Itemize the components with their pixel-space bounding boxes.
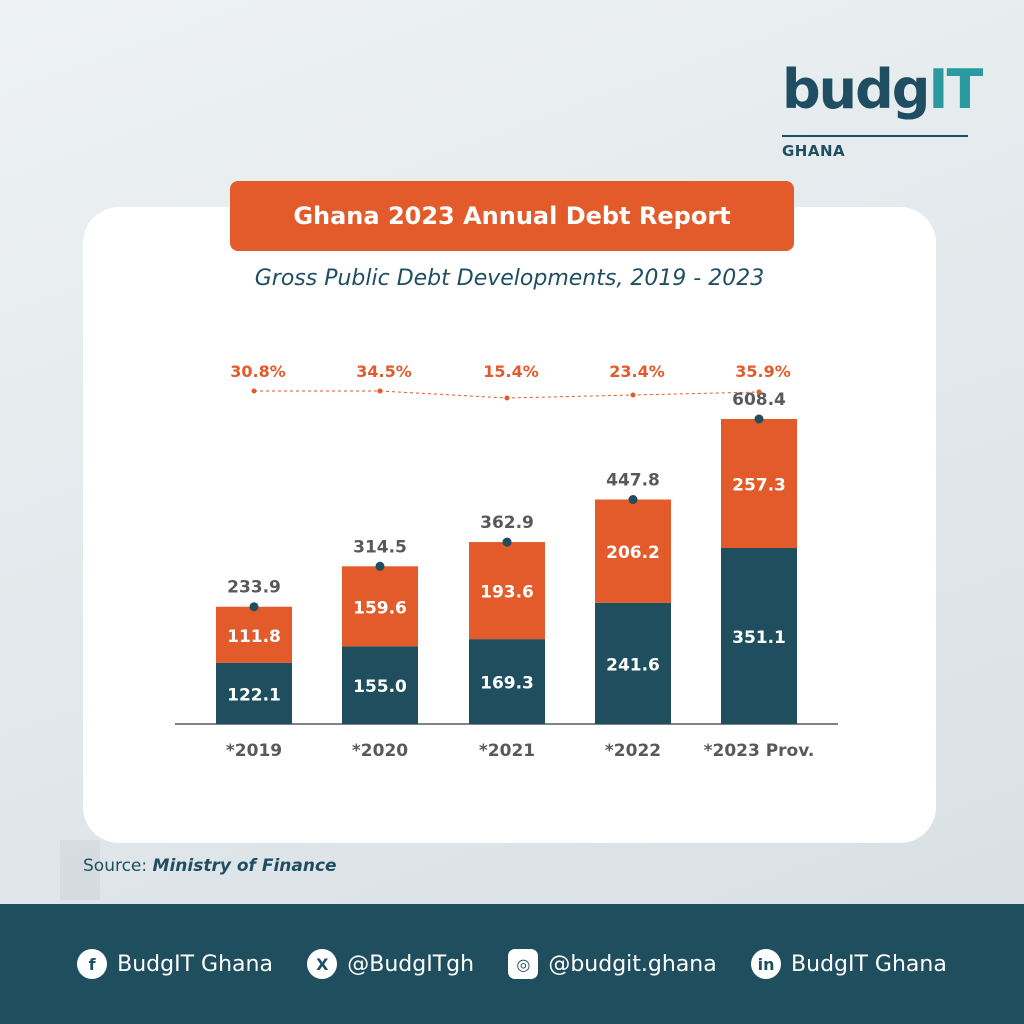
bottom-value-label: 122.1 [227,685,281,705]
background-decoration [0,820,1024,910]
x-icon: X [307,949,338,979]
bar-segment-top [595,499,671,603]
linkedin-icon: in [751,949,782,979]
top-value-label: 159.6 [353,598,407,618]
x-tick-label: *2022 [605,741,661,761]
x-tick-label: *2023 Prov. [704,741,815,761]
total-marker [628,495,638,505]
bar-segment-top [721,419,797,548]
instagram-icon: ◎ [508,949,539,979]
total-label: 362.9 [480,513,534,533]
x-tick-label: *2020 [352,741,408,761]
social-handle: @budgit.ghana [548,951,717,977]
growth-marker [630,392,636,398]
total-label: 608.4 [732,390,786,410]
social-handle: BudgIT Ghana [117,951,273,977]
logo-rule [782,135,968,137]
logo-wordmark: budgIT [782,58,983,121]
growth-rate-label: 30.8% [230,362,286,381]
total-label: 233.9 [227,578,281,598]
growth-rate-label: 23.4% [609,362,665,381]
bar-segment-top [216,606,292,663]
social-link[interactable]: ◎ @budgit.ghana [508,949,717,979]
bar-segment-bottom [216,662,292,724]
top-value-label: 111.8 [227,627,281,647]
logo-country: GHANA [782,142,846,160]
x-tick-label: *2019 [226,741,282,761]
bar-segment-top [469,542,545,640]
growth-marker [377,388,383,394]
report-title-banner: Ghana 2023 Annual Debt Report [230,181,794,251]
bar-segment-bottom [342,646,418,724]
growth-marker [756,389,762,395]
bottom-value-label: 351.1 [732,628,786,648]
growth-marker [504,395,510,401]
social-handle: @BudgITgh [347,951,475,977]
x-tick-label: *2021 [479,741,535,761]
social-handle: BudgIT Ghana [791,951,947,977]
growth-rate-label: 34.5% [356,362,412,381]
top-value-label: 257.3 [732,475,786,495]
bar-segment-bottom [721,547,797,724]
bottom-value-label: 155.0 [353,677,407,697]
growth-rate-label: 35.9% [735,362,791,381]
chart-subtitle: Gross Public Debt Developments, 2019 - 2… [254,266,765,291]
budgit-logo: budgIT GHANA [782,60,983,160]
total-label: 447.8 [606,471,660,491]
social-footer: f BudgIT Ghana X @BudgITgh ◎ @budgit.ghana in B… [0,904,1024,1024]
social-link[interactable]: f BudgIT Ghana [77,949,273,979]
bar-segment-bottom [469,639,545,724]
social-link[interactable]: in BudgIT Ghana [751,949,947,979]
total-label: 314.5 [353,537,407,557]
bar-segment-top [342,566,418,647]
bottom-value-label: 169.3 [480,674,534,694]
growth-rate-label: 15.4% [483,362,539,381]
bar-segment-bottom [595,602,671,724]
total-marker [502,537,512,547]
total-marker [375,561,385,571]
facebook-icon: f [77,949,108,979]
total-marker [754,414,764,424]
bottom-value-label: 241.6 [606,655,660,675]
social-link[interactable]: X @BudgITgh [307,949,474,979]
top-value-label: 193.6 [480,583,534,603]
source-note: Source: Ministry of Finance [83,856,337,876]
growth-marker [251,388,257,394]
total-marker [249,602,259,612]
top-value-label: 206.2 [606,543,660,563]
background-stripe [60,840,100,900]
